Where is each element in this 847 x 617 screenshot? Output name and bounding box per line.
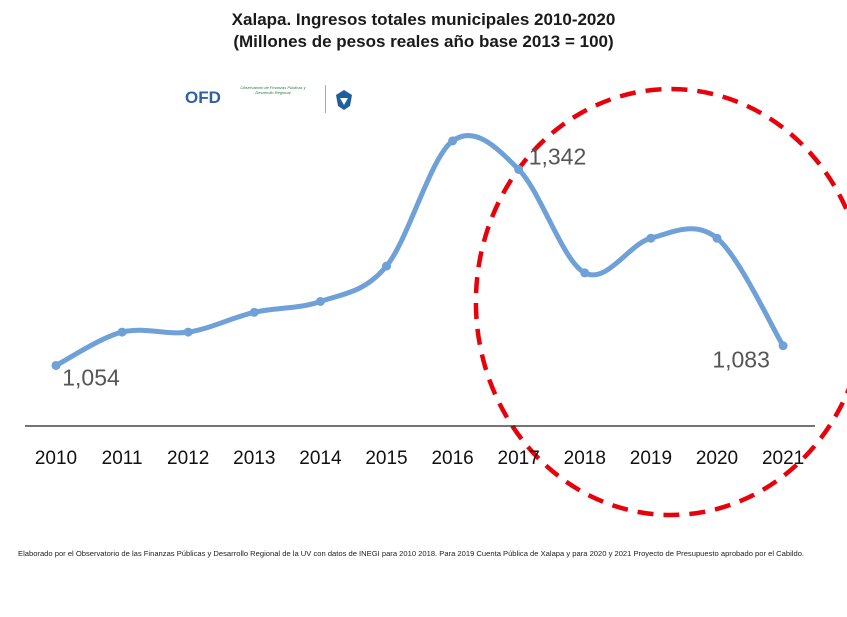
data-point-2010 <box>51 360 61 370</box>
uv-seal-icon <box>331 87 357 113</box>
data-point-2012 <box>183 327 193 337</box>
chart-title: Xalapa. Ingresos totales municipales 201… <box>231 10 616 29</box>
data-point-2021 <box>778 341 788 351</box>
data-label-2021: 1,083 <box>712 347 770 373</box>
series-line <box>53 133 786 368</box>
data-label-2010: 1,054 <box>62 364 120 390</box>
ofd-logo: OFD Observatorio de Finanzas Públicas y … <box>185 85 361 115</box>
x-tick-label-2012: 2012 <box>167 448 209 469</box>
data-point-2015 <box>382 261 391 271</box>
x-tick-label-2018: 2018 <box>564 448 606 469</box>
x-tick-label-2020: 2020 <box>696 448 738 469</box>
x-tick-label-2011: 2011 <box>102 448 143 469</box>
x-tick-label-2010: 2010 <box>35 448 77 469</box>
series-layer <box>51 133 788 370</box>
x-tick-label-2016: 2016 <box>431 448 473 469</box>
data-point-2016 <box>448 136 458 146</box>
chart-subtitle: (Millones de pesos reales año base 2013 … <box>233 32 614 51</box>
data-point-2020 <box>712 233 722 243</box>
data-label-2017: 1,342 <box>529 143 587 169</box>
ofd-logo-subtitle: Observatorio de Finanzas Públicas y Desa… <box>240 85 306 95</box>
data-point-2019 <box>646 233 656 243</box>
data-point-2011 <box>117 327 127 337</box>
ofd-logo-text: OFD <box>185 88 221 107</box>
x-tick-label-2013: 2013 <box>233 448 275 469</box>
x-tick-labels: 2010 2011 2012 2013 2014 2015 2016 2017 2018 2019… <box>35 448 804 469</box>
data-labels: 1,054 1,342 1,083 <box>62 143 770 390</box>
highlight-layer <box>473 86 847 518</box>
data-point-2013 <box>249 307 259 317</box>
x-tick-label-2014: 2014 <box>299 448 342 469</box>
x-tick-label-2015: 2015 <box>365 448 407 469</box>
data-point-2014 <box>315 296 325 306</box>
source-note: Elaborado por el Observatorio de las Fin… <box>18 549 805 558</box>
x-tick-label-2017: 2017 <box>498 448 540 469</box>
line-chart: 2010 2011 2012 2013 2014 2015 2016 2017 2018 2019… <box>25 86 847 518</box>
x-tick-label-2019: 2019 <box>630 448 672 469</box>
data-point-2018 <box>580 268 590 278</box>
highlight-dashed-circle <box>473 86 847 518</box>
x-tick-label-2021: 2021 <box>762 448 804 469</box>
logo-divider <box>325 85 326 113</box>
data-point-2017 <box>514 164 524 174</box>
